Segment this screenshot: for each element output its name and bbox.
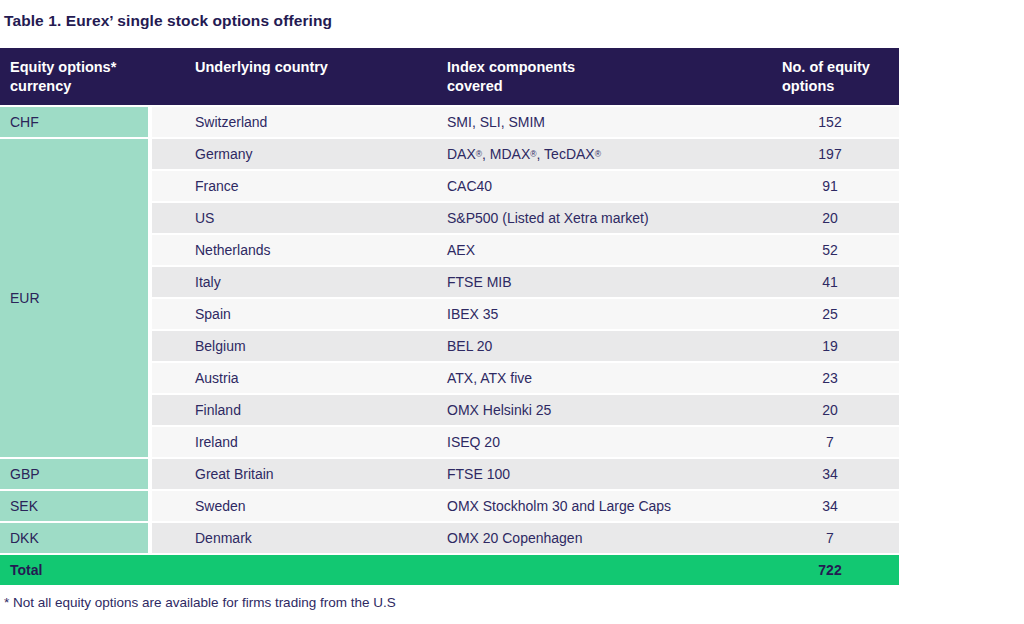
country-cell: Italy [152, 267, 445, 297]
options-count-cell: 25 [765, 299, 899, 329]
index-components-cell: FTSE 100 [445, 459, 765, 489]
options-count-cell: 23 [765, 363, 899, 393]
options-count-cell: 91 [765, 171, 899, 201]
index-components-cell: IBEX 35 [445, 299, 765, 329]
column-header-options-count: No. of equity options [765, 48, 899, 105]
country-cell: Germany [152, 139, 445, 169]
index-components-cell: S&P500 (Listed at Xetra market) [445, 203, 765, 233]
currency-cell-dkk: DKK [0, 523, 148, 553]
currency-cell-gbp: GBP [0, 459, 148, 489]
options-count-cell: 52 [765, 235, 899, 265]
country-cell: US [152, 203, 445, 233]
index-components-cell: BEL 20 [445, 331, 765, 361]
footnote: * Not all equity options are available f… [4, 595, 1024, 610]
index-components-cell: ATX, ATX five [445, 363, 765, 393]
table-title: Table 1. Eurex’ single stock options off… [4, 12, 1024, 34]
index-components-cell: FTSE MIB [445, 267, 765, 297]
index-components-cell: SMI, SLI, SMIM [445, 107, 765, 137]
options-count-cell: 20 [765, 395, 899, 425]
index-components-cell: ISEQ 20 [445, 427, 765, 457]
table-body: CHF EUR GBP SEK DKK Switzerland SMI, SLI… [0, 107, 899, 553]
country-cell: France [152, 171, 445, 201]
country-cell: Sweden [152, 491, 445, 521]
index-components-cell: OMX Helsinki 25 [445, 395, 765, 425]
index-components-cell: OMX Stockholm 30 and Large Caps [445, 491, 765, 521]
document-page: Table 1. Eurex’ single stock options off… [0, 0, 1024, 610]
column-header-index-components: Index components covered [445, 48, 765, 105]
table-header-row: Equity options* currency Underlying coun… [0, 48, 899, 105]
column-header-currency: Equity options* currency [0, 48, 148, 105]
options-count-cell: 20 [765, 203, 899, 233]
index-components-cell: AEX [445, 235, 765, 265]
country-cell: Great Britain [152, 459, 445, 489]
country-cell: Spain [152, 299, 445, 329]
country-cell: Ireland [152, 427, 445, 457]
total-label: Total [0, 555, 445, 585]
country-cell: Netherlands [152, 235, 445, 265]
currency-cell-eur: EUR [0, 139, 148, 457]
index-components-cell: OMX 20 Copenhagen [445, 523, 765, 553]
country-cell: Switzerland [152, 107, 445, 137]
eurex-options-table: Equity options* currency Underlying coun… [0, 48, 1024, 585]
index-components-cell: DAX®, MDAX®, TecDAX® [445, 139, 765, 169]
options-count-cell: 7 [765, 427, 899, 457]
total-row: Total 722 [0, 555, 899, 585]
options-count-cell: 197 [765, 139, 899, 169]
options-count-cell: 34 [765, 491, 899, 521]
country-cell: Finland [152, 395, 445, 425]
options-count-cell: 7 [765, 523, 899, 553]
currency-cell-sek: SEK [0, 491, 148, 521]
index-components-cell: CAC40 [445, 171, 765, 201]
country-cell: Belgium [152, 331, 445, 361]
column-header-country: Underlying country [152, 48, 445, 105]
country-cell: Denmark [152, 523, 445, 553]
options-count-cell: 19 [765, 331, 899, 361]
total-value: 722 [765, 555, 899, 585]
country-cell: Austria [152, 363, 445, 393]
options-count-cell: 41 [765, 267, 899, 297]
currency-cell-chf: CHF [0, 107, 148, 137]
options-count-cell: 34 [765, 459, 899, 489]
options-count-cell: 152 [765, 107, 899, 137]
